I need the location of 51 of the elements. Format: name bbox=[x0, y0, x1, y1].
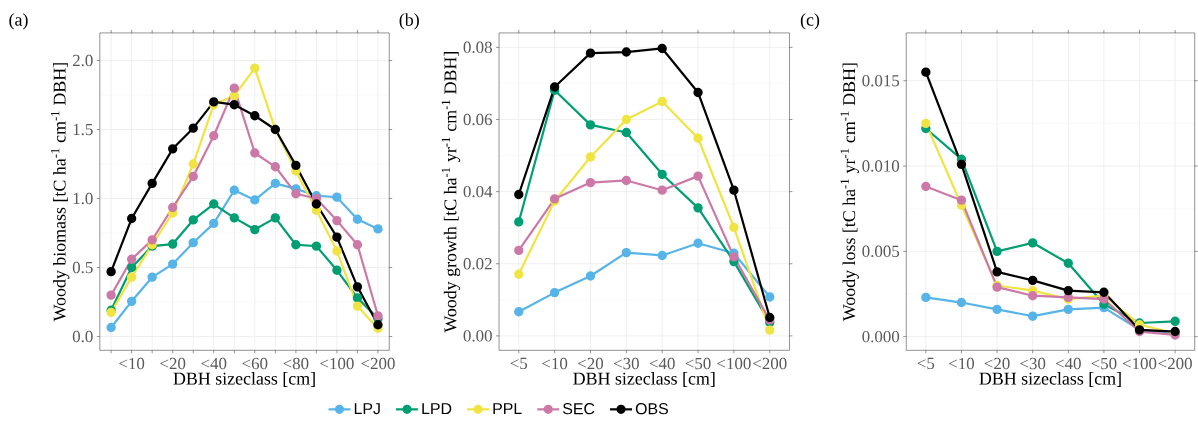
x-tick-label: <20 bbox=[578, 357, 604, 370]
y-tick-label: 0.015 bbox=[862, 74, 900, 87]
x-tick-label: <200 bbox=[361, 357, 395, 370]
y-tick-label: 0.00 bbox=[463, 330, 492, 342]
x-tick-label: <5 bbox=[917, 357, 935, 369]
x-tick-label: <20 bbox=[160, 357, 186, 370]
y-axis-title: Woody growth [tC ha$^{-1}$ yr$^{-1}$ cm$^{-1}$ DBH] bbox=[441, 51, 461, 333]
y-tick-label: 0.06 bbox=[463, 113, 493, 126]
x-tick-label: <10 bbox=[949, 357, 975, 370]
legend-label: LPJ bbox=[354, 403, 380, 415]
y-axis-title: Woody biomass [tC ha$^{-1}$ cm$^{-1}$ DBH] bbox=[50, 63, 70, 322]
x-tick-label: <30 bbox=[1020, 357, 1046, 370]
legend-label: OBS bbox=[635, 402, 668, 415]
x-tick-label: <40 bbox=[1055, 357, 1081, 370]
x-tick-label: <5 bbox=[510, 357, 528, 369]
chart-title: (a) bbox=[9, 13, 28, 30]
x-axis-title: DBH sizeclass [cm] bbox=[573, 371, 715, 387]
y-tick-label: 0.02 bbox=[463, 257, 492, 270]
y-tick-label: 0.005 bbox=[862, 245, 900, 258]
y-tick-label: 0.0 bbox=[72, 330, 93, 343]
legend-label: LPD bbox=[422, 403, 452, 414]
x-tick-label: <100 bbox=[1122, 357, 1157, 370]
x-tick-label: <20 bbox=[984, 357, 1010, 370]
x-tick-label: <10 bbox=[542, 357, 568, 370]
y-tick-label: 0.010 bbox=[862, 160, 900, 172]
x-tick-label: <10 bbox=[119, 357, 145, 370]
x-tick-label: <40 bbox=[201, 357, 227, 370]
x-tick-label: <40 bbox=[649, 357, 675, 370]
x-tick-label: <100 bbox=[320, 357, 354, 370]
x-tick-label: <50 bbox=[685, 357, 711, 370]
y-axis-title: Woody loss [tC ha$^{-1}$ yr$^{-1}$ cm$^{-1}$ DBH] bbox=[840, 63, 859, 322]
y-tick-label: 1.5 bbox=[73, 123, 93, 136]
x-tick-label: <200 bbox=[1158, 357, 1192, 370]
y-tick-label: 0.000 bbox=[862, 330, 900, 343]
y-tick-label: 0.5 bbox=[72, 261, 93, 274]
y-tick-label: 0.08 bbox=[463, 41, 492, 54]
x-tick-label: <200 bbox=[753, 357, 787, 370]
x-axis-title: DBH sizeclass [cm] bbox=[173, 371, 315, 387]
x-tick-label: <100 bbox=[717, 357, 751, 370]
y-tick-label: 2.0 bbox=[72, 54, 93, 67]
chart-title: (b) bbox=[399, 13, 419, 30]
x-tick-label: <60 bbox=[242, 357, 268, 370]
legend-label: PPL bbox=[493, 403, 522, 414]
y-tick-label: 0.04 bbox=[463, 185, 493, 198]
chart-title: (c) bbox=[800, 13, 820, 30]
x-tick-label: <80 bbox=[283, 357, 309, 370]
legend-label: SEC bbox=[563, 402, 595, 415]
x-tick-label: <50 bbox=[1091, 357, 1117, 370]
x-tick-label: <30 bbox=[613, 357, 639, 370]
y-tick-label: 1.0 bbox=[73, 192, 93, 205]
x-axis-title: DBH sizeclass [cm] bbox=[979, 371, 1121, 387]
